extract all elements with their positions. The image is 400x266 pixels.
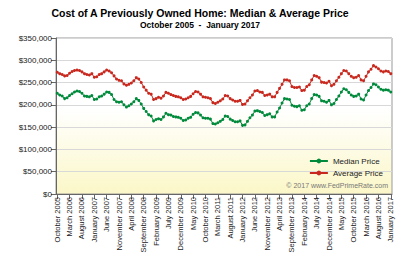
svg-text:March 2016: March 2016 [362,197,371,237]
svg-text:April 2008: April 2008 [127,197,136,231]
svg-text:April 2013: April 2013 [275,197,284,231]
svg-text:October 2005 - January 2017: October 2005 - January 2017 [140,20,260,30]
svg-text:June 2012: June 2012 [250,197,259,232]
svg-text:$200,000: $200,000 [19,100,53,109]
svg-text:November 2012: November 2012 [263,197,272,250]
svg-text:© 2017 www.FedPrimeRate.com: © 2017 www.FedPrimeRate.com [286,182,388,189]
svg-text:February 2014: February 2014 [300,197,309,246]
svg-text:September 2013: September 2013 [287,197,296,252]
svg-text:November 2007: November 2007 [115,197,124,250]
svg-text:October 2015: October 2015 [349,197,358,242]
svg-text:$50,000: $50,000 [23,167,52,176]
svg-text:October 2005: October 2005 [53,197,62,242]
svg-text:August 2016: August 2016 [374,197,383,239]
svg-text:May 2015: May 2015 [337,197,346,230]
svg-text:August 2011: August 2011 [226,197,235,239]
svg-text:$100,000: $100,000 [19,145,53,154]
svg-text:July 2009: July 2009 [164,197,173,229]
svg-text:$350,000: $350,000 [19,34,53,43]
svg-text:Median Price: Median Price [333,157,380,166]
svg-text:February 2009: February 2009 [152,197,161,246]
svg-text:September 2008: September 2008 [139,197,148,252]
svg-text:January 2017: January 2017 [386,197,395,242]
svg-text:$0: $0 [43,190,52,199]
svg-text:October 2010: October 2010 [201,197,210,242]
svg-text:$300,000: $300,000 [19,56,53,65]
svg-text:August 2006: August 2006 [77,197,86,239]
svg-text:May 2010: May 2010 [189,197,198,230]
svg-text:December 2014: December 2014 [325,197,334,250]
svg-text:June 2007: June 2007 [102,197,111,232]
svg-text:Average Price: Average Price [333,169,384,178]
svg-text:$250,000: $250,000 [19,78,53,87]
svg-text:March 2006: March 2006 [65,197,74,237]
svg-text:July 2014: July 2014 [312,197,321,229]
svg-text:Cost of A Previously Owned Hom: Cost of A Previously Owned Home: Median … [51,7,348,19]
svg-text:December 2009: December 2009 [176,197,185,250]
svg-text:January 2007: January 2007 [90,197,99,242]
svg-text:$150,000: $150,000 [19,123,53,132]
svg-text:January 2012: January 2012 [238,197,247,242]
svg-text:March 2011: March 2011 [213,197,222,236]
